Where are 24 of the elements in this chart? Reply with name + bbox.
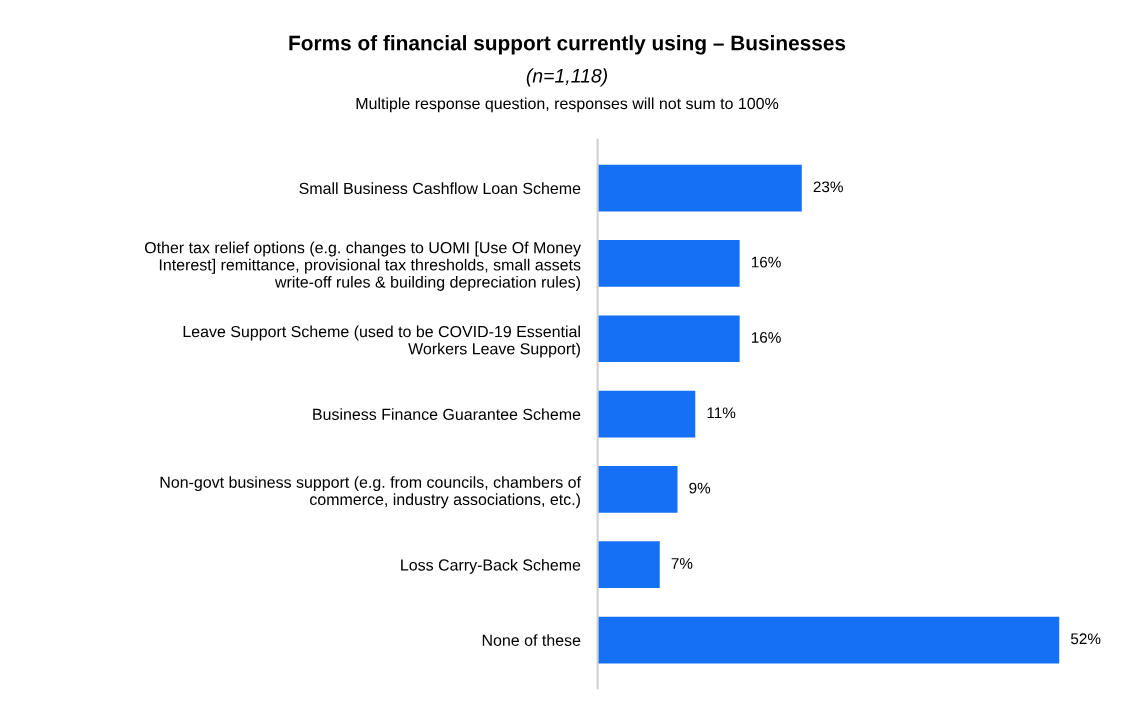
chart-title: Forms of financial support currently using – Businesses bbox=[289, 35, 846, 55]
data-label: 23% bbox=[813, 181, 843, 193]
bar bbox=[597, 240, 740, 287]
bar bbox=[597, 616, 1060, 664]
y-tick-label: Small Business Cashflow Loan Scheme bbox=[299, 182, 581, 195]
chart-subtitle: (n=1,118) bbox=[526, 68, 608, 87]
data-label: 16% bbox=[751, 256, 781, 268]
data-label: 16% bbox=[751, 332, 781, 343]
y-tick-label: None of these bbox=[482, 634, 581, 646]
y-tick-label: Business Finance Guarantee Scheme bbox=[313, 408, 581, 421]
bar bbox=[597, 466, 678, 513]
data-label: 7% bbox=[671, 558, 693, 569]
data-label: 11% bbox=[707, 407, 736, 419]
y-tick-label: Other tax relief options (e.g. changes to UOMI [Use Of Money Interest] remittance, provisional tax thresholds, small assets write-off rules & building depreciation rules) bbox=[144, 241, 581, 291]
data-label: 9% bbox=[689, 482, 711, 494]
text: Multiple response question, responses will not sum to 100% bbox=[356, 97, 779, 113]
bar bbox=[597, 315, 740, 363]
y-tick-label: Loss Carry-Back Scheme bbox=[401, 558, 581, 574]
data-label: 52% bbox=[1070, 633, 1101, 645]
bar bbox=[597, 541, 660, 589]
bar bbox=[597, 390, 696, 438]
y-tick-label: Leave Support Scheme (used to be COVID-19 Essential Workers Leave Support) bbox=[183, 325, 580, 358]
bar bbox=[597, 164, 802, 212]
y-tick-label: Non-govt business support (e.g. from councils, chambers of commerce, industry associations, etc.) bbox=[160, 476, 582, 509]
